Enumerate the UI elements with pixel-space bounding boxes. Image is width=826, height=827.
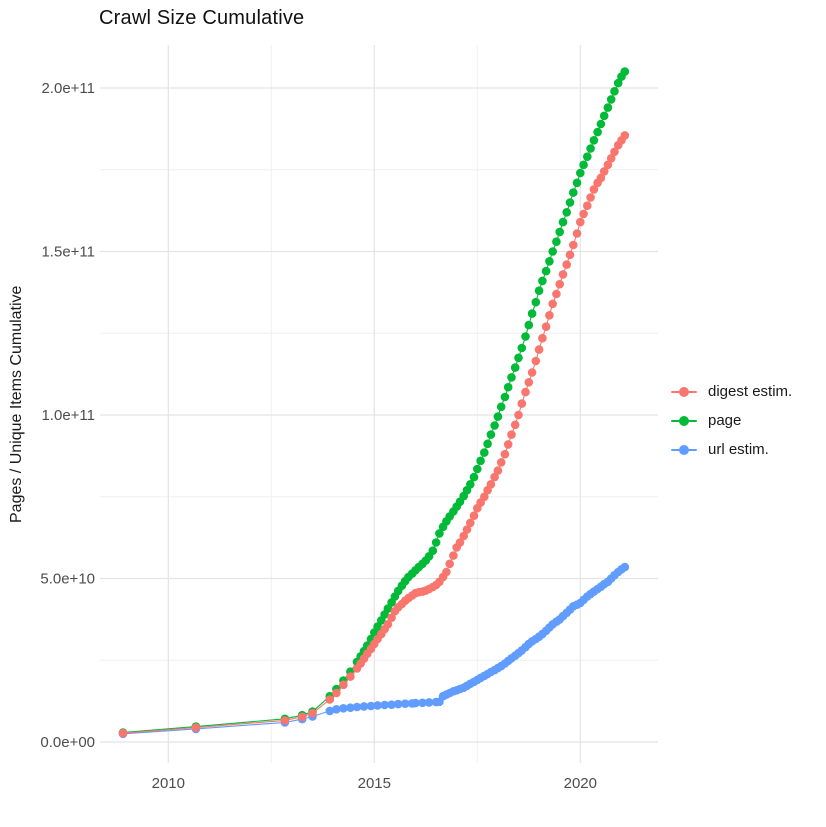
series-url-estim bbox=[118, 562, 630, 739]
gridlines-major bbox=[100, 45, 658, 763]
chart-title: Crawl Size Cumulative bbox=[99, 7, 305, 29]
legend-item-label: url estim. bbox=[708, 441, 769, 458]
legend: digest estim. page url estim. bbox=[671, 377, 792, 464]
legend-item-label: digest estim. bbox=[708, 383, 793, 400]
gridlines-minor bbox=[100, 45, 658, 763]
y-tick-label: 5.0e+10 bbox=[40, 571, 95, 588]
y-tick-label: 1.0e+11 bbox=[41, 407, 95, 424]
x-tick-label: 2010 bbox=[152, 775, 185, 792]
x-tick-label: 2015 bbox=[358, 775, 391, 792]
legend-key-page-icon bbox=[671, 413, 697, 429]
series-digest-estim bbox=[118, 131, 630, 738]
legend-item-label: page bbox=[708, 412, 742, 429]
legend-key-url-icon bbox=[671, 442, 697, 458]
legend-item-url: url estim. bbox=[671, 435, 792, 464]
legend-item-digest: digest estim. bbox=[671, 377, 792, 406]
y-tick-label: 1.5e+11 bbox=[41, 244, 95, 261]
y-tick-label: 0.0e+00 bbox=[40, 734, 95, 751]
legend-item-page: page bbox=[671, 406, 792, 435]
legend-key-digest-icon bbox=[671, 384, 697, 400]
x-tick-label: 2020 bbox=[564, 775, 597, 792]
axis-tick-labels: 0.0e+00 5.0e+10 1.0e+11 1.5e+11 2.0e+11 2010 2… bbox=[40, 80, 597, 792]
y-tick-label: 2.0e+11 bbox=[41, 80, 95, 97]
